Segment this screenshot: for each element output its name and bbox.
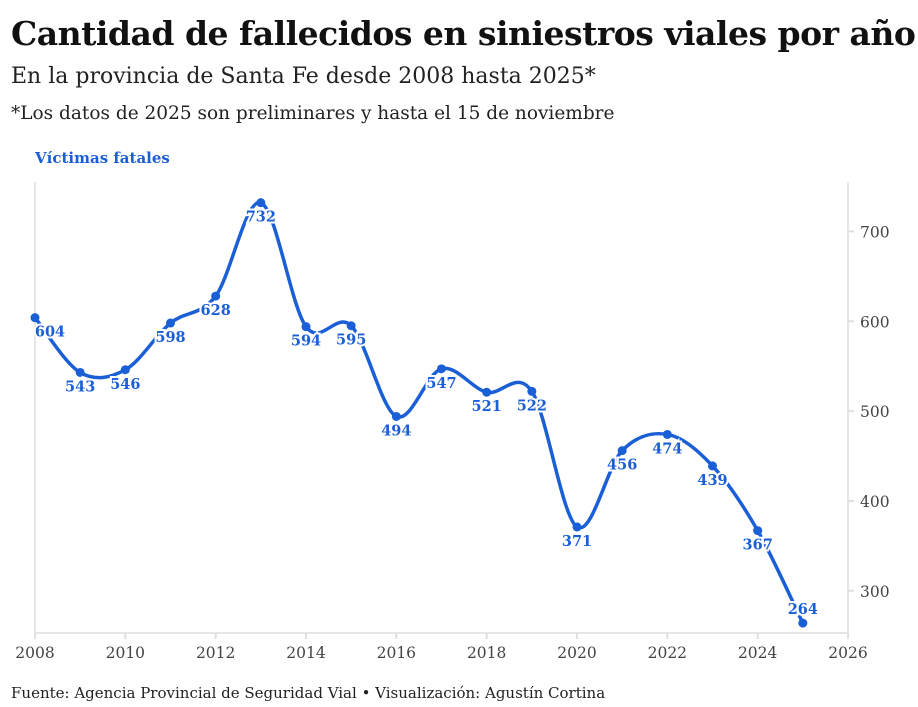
x-tick-label: 2022	[648, 644, 687, 662]
data-label: 546	[110, 376, 140, 393]
source-credit: Fuente: Agencia Provincial de Seguridad …	[11, 684, 606, 702]
x-tick-label: 2014	[286, 644, 326, 662]
data-label: 439	[697, 472, 727, 489]
y-tick-label: 300	[860, 583, 890, 601]
data-label: 732	[246, 209, 276, 226]
series-line	[33, 200, 805, 624]
data-point	[617, 446, 627, 456]
data-label: 264	[788, 601, 818, 618]
data-point	[798, 618, 808, 628]
x-tick-label: 2010	[106, 644, 145, 662]
data-point	[708, 461, 717, 471]
data-label: 522	[517, 397, 547, 414]
data-label: 474	[652, 440, 682, 457]
y-axis-label: Víctimas fatales	[34, 149, 170, 167]
x-tick-label: 2012	[196, 644, 235, 662]
data-point	[482, 387, 492, 397]
data-point	[572, 522, 582, 532]
data-point	[256, 198, 266, 208]
chart-title: Cantidad de fallecidos en siniestros via…	[11, 14, 916, 53]
data-label: 594	[291, 333, 321, 350]
data-label: 598	[155, 329, 185, 346]
x-tick-label: 2020	[557, 644, 596, 662]
y-tick-label: 400	[860, 493, 890, 511]
data-point	[437, 364, 446, 374]
data-point	[391, 411, 401, 421]
data-label: 456	[607, 457, 637, 474]
data-label: 371	[562, 533, 592, 550]
x-tick-label: 2018	[467, 644, 506, 662]
data-label: 547	[426, 375, 456, 392]
data-point	[753, 526, 763, 536]
data-label: 367	[743, 537, 773, 554]
data-point	[120, 365, 130, 375]
data-label: 628	[201, 302, 231, 319]
data-label: 595	[336, 332, 366, 349]
x-tick-label: 2026	[828, 644, 867, 662]
y-tick-label: 700	[860, 223, 890, 241]
data-point	[211, 291, 221, 301]
data-label: 521	[472, 398, 502, 415]
chart-note: *Los datos de 2025 son preliminares y ha…	[11, 103, 615, 124]
data-point	[30, 313, 40, 323]
data-label: 543	[65, 378, 95, 395]
data-point	[662, 429, 672, 439]
y-tick-label: 500	[860, 403, 890, 421]
chart-subtitle: En la provincia de Santa Fe desde 2008 h…	[11, 64, 596, 89]
data-point	[75, 367, 85, 377]
data-point	[166, 318, 175, 328]
data-label: 494	[381, 422, 411, 439]
x-tick-label: 2024	[738, 644, 778, 662]
x-tick-label: 2016	[377, 644, 416, 662]
x-tick-label: 2008	[15, 644, 54, 662]
y-tick-label: 600	[860, 313, 890, 331]
data-point	[346, 321, 356, 331]
data-point	[301, 322, 311, 332]
data-point	[527, 386, 537, 396]
data-label: 604	[35, 324, 65, 341]
